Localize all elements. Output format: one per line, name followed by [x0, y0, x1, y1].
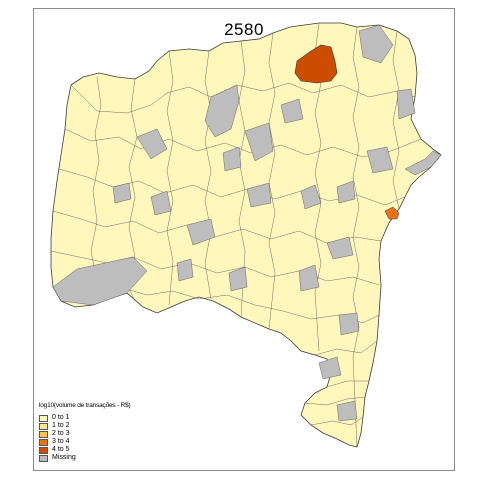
legend-label: Missing: [52, 454, 76, 461]
legend-swatch: [39, 422, 48, 430]
legend-swatch: [39, 414, 48, 422]
legend-swatch: [39, 430, 48, 438]
legend-swatch: [39, 446, 48, 454]
legend-label: 0 to 1: [52, 414, 70, 421]
legend-item: 2 to 3: [39, 430, 131, 438]
state-outline: [50, 22, 442, 448]
municipality-salvador: [384, 206, 400, 220]
legend-label: 1 to 2: [52, 422, 70, 429]
legend-item: 1 to 2: [39, 422, 131, 430]
map-panel: 2580: [33, 8, 455, 471]
legend-label: 4 to 5: [52, 446, 70, 453]
legend-item: Missing: [39, 454, 131, 462]
legend-item: 0 to 1: [39, 414, 131, 422]
legend-title: log10(volume de transações - R$): [39, 402, 131, 409]
legend-label: 2 to 3: [52, 430, 70, 437]
legend-label: 3 to 4: [52, 438, 70, 445]
municipality-high-value: [294, 44, 338, 84]
state-map: [50, 22, 442, 448]
legend-swatch: [39, 438, 48, 446]
legend-swatch: [39, 454, 48, 462]
missing-municipalities: [52, 24, 442, 422]
legend-item: 3 to 4: [39, 438, 131, 446]
map-title: 2580: [224, 20, 264, 39]
legend-item: 4 to 5: [39, 446, 131, 454]
